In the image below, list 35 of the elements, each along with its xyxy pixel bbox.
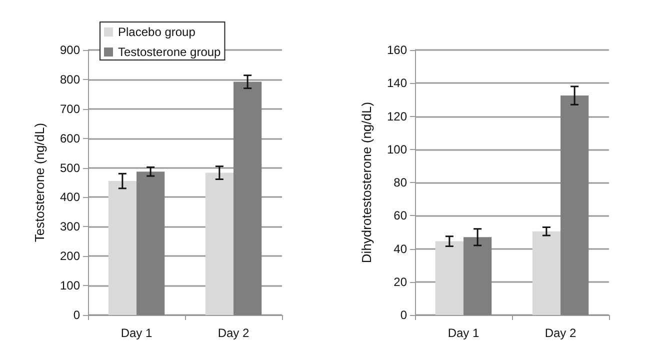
y-tick-label: 0 [73, 308, 80, 322]
bar [532, 231, 560, 315]
y-tick-label: 40 [394, 242, 408, 256]
y-tick-label: 200 [60, 249, 80, 264]
bar [108, 181, 136, 315]
y-tick-label: 500 [60, 160, 80, 175]
bar [464, 237, 492, 315]
y-tick-label: 700 [60, 102, 80, 116]
x-tick-label: Day 2 [218, 326, 250, 340]
y-tick-label: 80 [394, 176, 408, 190]
y-tick-label: 140 [386, 76, 408, 90]
y-tick-label: 60 [394, 208, 408, 223]
bar [435, 241, 464, 315]
y-tick-label: 400 [60, 190, 80, 204]
bar [234, 82, 262, 315]
bar [205, 172, 234, 315]
x-tick-label: Day 1 [448, 326, 480, 340]
y-tick-label: 20 [394, 274, 408, 289]
y-tick-label: 100 [386, 142, 408, 156]
y-tick-label: 120 [386, 109, 408, 124]
y-tick-label: 100 [60, 278, 80, 293]
legend-label: Testosterone group [118, 45, 222, 59]
y-tick-label: 600 [60, 131, 80, 146]
y-axis-title: Dihydrotestosterone (ng/dL) [359, 102, 374, 264]
y-axis-title: Testosterone (ng/dL) [32, 122, 47, 242]
y-tick-label: 160 [386, 43, 408, 57]
y-tick-label: 0 [400, 308, 408, 322]
bar [136, 172, 165, 315]
y-tick-label: 300 [60, 220, 80, 234]
x-tick-label: Day 2 [544, 326, 576, 340]
legend-label: Placebo group [118, 25, 196, 39]
y-tick-label: 800 [60, 72, 80, 86]
x-tick-label: Day 1 [120, 326, 152, 340]
bar [560, 96, 589, 315]
y-tick-label: 900 [60, 43, 80, 57]
